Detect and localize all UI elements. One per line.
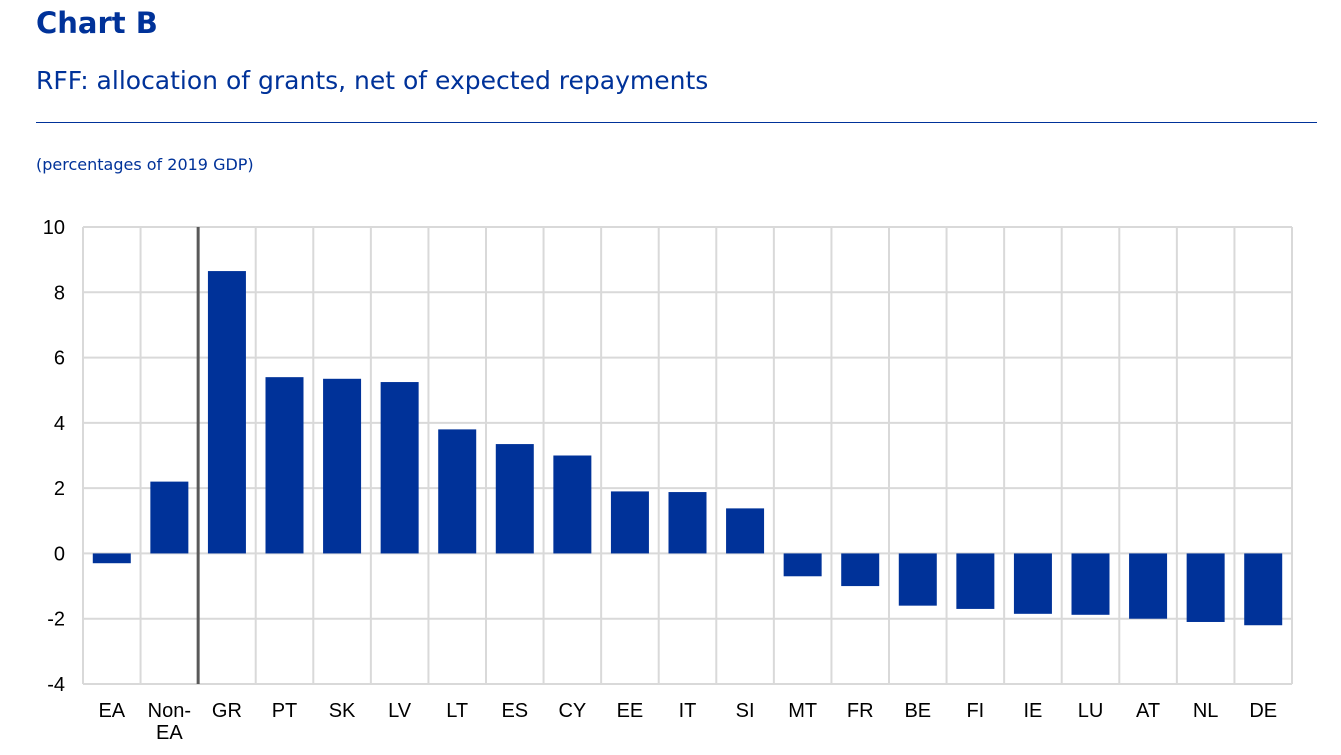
bar-cy — [553, 455, 592, 554]
x-tick-label: SI — [736, 700, 755, 722]
x-tick-label: IT — [679, 700, 697, 722]
x-tick-label: AT — [1136, 700, 1160, 722]
x-tick-label: SK — [329, 700, 356, 722]
bar-si — [726, 508, 765, 554]
y-tick-label: 0 — [54, 543, 65, 565]
bar-layer — [92, 271, 1283, 626]
x-tick-label: BE — [904, 700, 931, 722]
x-tick-label: DE — [1249, 700, 1277, 722]
header-rule — [36, 122, 1317, 123]
bar-mt — [783, 553, 822, 577]
x-tick-label: PT — [272, 700, 298, 722]
bar-es — [495, 444, 534, 554]
x-tick-label: NL — [1193, 700, 1219, 722]
x-tick-label: LV — [388, 700, 412, 722]
x-tick-label: EE — [617, 700, 644, 722]
y-tick-label: 4 — [54, 413, 65, 435]
x-tick-label: LU — [1078, 700, 1104, 722]
bar-ie — [1013, 553, 1052, 614]
grid-layer — [82, 226, 1293, 685]
bar-de — [1244, 553, 1283, 626]
bar-lu — [1071, 553, 1110, 615]
bar-pt — [265, 377, 304, 554]
y-tick-label: -2 — [47, 609, 65, 631]
bar-lv — [380, 382, 419, 554]
x-tick-layer: EA Non-EA GR PT SK LV LT ES CY EE IT SI MT FR BE FI IE LU… — [98, 700, 1277, 744]
bar-nonea — [150, 481, 189, 554]
bar-ee — [610, 491, 649, 554]
x-tick-label: FI — [966, 700, 984, 722]
bar-ea — [92, 553, 131, 564]
bar-gr — [207, 271, 246, 554]
bar-at — [1129, 553, 1168, 619]
y-tick-layer: -4 -2 0 2 4 6 8 10 — [43, 217, 65, 696]
x-tick-label: Non-EA — [148, 700, 191, 744]
y-tick-label: 8 — [54, 282, 65, 304]
units-label: (percentages of 2019 GDP) — [36, 155, 254, 174]
x-tick-label: CY — [558, 700, 586, 722]
x-tick-label: EA — [98, 700, 125, 722]
y-tick-label: 2 — [54, 478, 65, 500]
bar-be — [898, 553, 937, 606]
x-tick-label: IE — [1023, 700, 1042, 722]
x-tick-label: ES — [501, 700, 528, 722]
chart-title: RFF: allocation of grants, net of expect… — [36, 66, 709, 95]
bar-fr — [841, 553, 880, 587]
bar-sk — [323, 378, 362, 554]
x-tick-label: LT — [446, 700, 468, 722]
bar-nl — [1186, 553, 1225, 622]
bar-lt — [438, 429, 477, 554]
x-tick-label: GR — [212, 700, 242, 722]
x-tick-label: MT — [788, 700, 817, 722]
bar-it — [668, 492, 707, 554]
bar-fi — [956, 553, 995, 609]
x-tick-label: FR — [847, 700, 874, 722]
y-tick-label: 10 — [43, 217, 65, 239]
y-tick-label: -4 — [47, 674, 65, 696]
chart-label: Chart B — [36, 6, 158, 40]
y-tick-label: 6 — [54, 348, 65, 370]
